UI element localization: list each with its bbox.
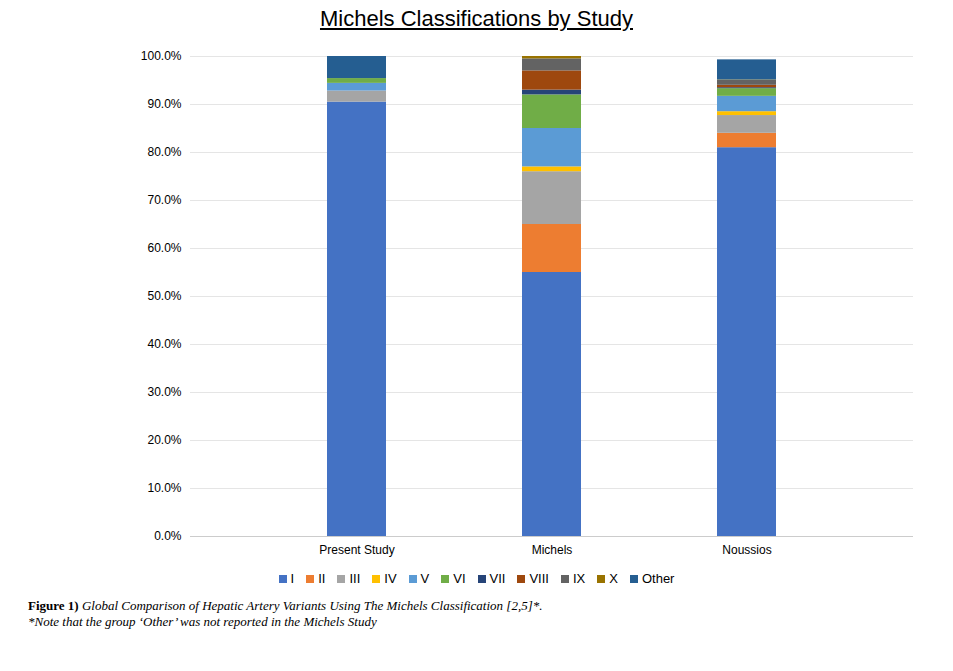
html-text:VIII: VIII (529, 570, 549, 586)
html-text:X: X (609, 570, 618, 586)
svg-text:0.0%: 0.0% (154, 529, 182, 543)
html-text:IX: IX (573, 570, 586, 586)
svg-text:60.0%: 60.0% (147, 241, 181, 255)
svg-text:10.0%: 10.0% (147, 481, 181, 495)
html-text:Other: Other (641, 570, 675, 586)
html-text:Michels Classifications by Stu: Michels Classifications by Study (320, 6, 633, 31)
html-text:Figure 1) Global Comparison of: Figure 1) Global Comparison of Hepatic A… (28, 598, 543, 613)
html-text:V: V (420, 570, 430, 586)
svg-text:Noussios: Noussios (722, 543, 771, 557)
html-text:I: I (290, 570, 295, 586)
html-text:III: III (349, 570, 361, 586)
svg-text:80.0%: 80.0% (147, 145, 181, 159)
svg-text:Michels: Michels (532, 543, 573, 557)
html-text:VII: VII (489, 570, 506, 586)
svg-text:Present Study: Present Study (319, 543, 394, 557)
svg-text:90.0%: 90.0% (147, 97, 181, 111)
svg-text:20.0%: 20.0% (147, 433, 181, 447)
svg-text:100.0%: 100.0% (141, 49, 182, 63)
svg-text:70.0%: 70.0% (147, 193, 181, 207)
html-text:II: II (318, 570, 326, 586)
svg-text:30.0%: 30.0% (147, 385, 181, 399)
html-text:*Note that the group ‘Other’ w: *Note that the group ‘Other’ was not rep… (28, 614, 377, 629)
html-text:VI: VI (453, 570, 466, 586)
svg-text:50.0%: 50.0% (147, 289, 181, 303)
svg-text:40.0%: 40.0% (147, 337, 181, 351)
html-text:IV: IV (384, 570, 397, 586)
